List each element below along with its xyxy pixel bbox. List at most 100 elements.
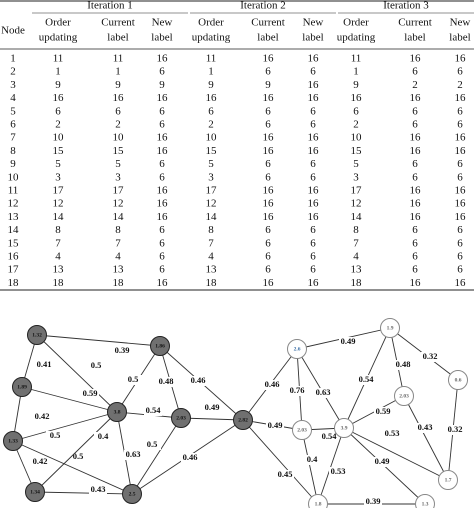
table-cell: 2 <box>353 119 359 131</box>
table-cell: 6 <box>457 251 463 263</box>
table-cell: 16 <box>410 92 422 104</box>
edge-weight: 0.5 <box>73 451 84 461</box>
table-cell: 13 <box>206 264 218 276</box>
table-cell: 1 <box>208 66 214 78</box>
table-cell: 12 <box>351 198 362 210</box>
node <box>25 482 45 502</box>
table-cell: 14 <box>206 211 218 223</box>
table-cell: 6 <box>457 264 463 276</box>
edge-weight-bg <box>288 386 306 396</box>
table-cell: 9 <box>208 79 214 91</box>
table-cell: 6 <box>265 237 271 249</box>
node-label: 2.82 <box>238 417 248 423</box>
table-cell: 16 <box>308 132 320 144</box>
edge-weight-bg <box>276 470 294 480</box>
table-cell: 7 <box>353 237 359 249</box>
edge-weight-bg <box>383 429 401 439</box>
table-cell: 16 <box>157 277 169 289</box>
table-cell: 6 <box>265 66 271 78</box>
edge-weight: 0.32 <box>423 351 438 361</box>
node <box>233 410 253 430</box>
table-cell: 16 <box>157 211 169 223</box>
edge-weight: 0.54 <box>322 431 338 441</box>
table-cell: 6 <box>457 119 463 131</box>
table-cell: 16 <box>263 211 275 223</box>
table-cell: 2 <box>55 119 61 131</box>
edge-weight-bg <box>421 352 439 362</box>
node-id: 12 <box>8 198 19 210</box>
node <box>3 431 23 451</box>
table-cell: 6 <box>55 105 61 117</box>
edge <box>403 395 449 481</box>
edge <box>12 411 118 442</box>
table: Node Iteration 1 Order updating Current labe… <box>0 0 474 291</box>
table-cell: 6 <box>159 251 165 263</box>
node-label: 2.03 <box>176 415 186 421</box>
edge <box>36 334 161 347</box>
node-label: 1.34 <box>30 489 40 495</box>
table-cell: 9 <box>265 79 271 91</box>
table-cell: 4 <box>115 251 121 263</box>
table-cell: 9 <box>353 79 359 91</box>
edge-weight: 0.59 <box>376 406 391 416</box>
column-header: Current <box>398 17 432 29</box>
table-cell: 6 <box>265 158 271 170</box>
table-cell: 16 <box>455 92 467 104</box>
table-cell: 11 <box>53 53 64 65</box>
edge-weight: 0.46 <box>265 379 280 389</box>
table-cell: 6 <box>265 251 271 263</box>
node <box>334 418 354 438</box>
node-label: 1.33 <box>8 438 18 444</box>
table-cell: 16 <box>455 53 467 65</box>
table-cell: 12 <box>53 198 64 210</box>
table-cell: 9 <box>115 79 121 91</box>
edge <box>242 419 319 505</box>
node <box>308 494 328 508</box>
edge-weight: 0.4 <box>307 454 318 464</box>
table-cell: 14 <box>351 211 363 223</box>
edge <box>343 427 449 481</box>
table-cell: 1 <box>115 66 121 78</box>
edge-weight-bg <box>364 497 382 507</box>
table-cell: 6 <box>265 171 271 183</box>
table-cell: 16 <box>308 145 320 157</box>
edge-weight: 0.5 <box>91 360 102 370</box>
table-cell: 2 <box>208 119 214 131</box>
table-cell: 16 <box>308 211 320 223</box>
edge-weight-bg <box>124 375 142 385</box>
node-label: 2.03 <box>297 427 307 433</box>
table-cell: 16 <box>113 92 125 104</box>
table-cell: 13 <box>351 264 363 276</box>
group-header: Iteration 2 <box>240 0 286 12</box>
table-cell: 16 <box>455 132 467 144</box>
edge-weight-bg <box>46 431 64 441</box>
table-cell: 6 <box>412 264 418 276</box>
table-cell: 12 <box>113 198 124 210</box>
table-cell: 6 <box>159 105 165 117</box>
table-cell: 10 <box>206 132 218 144</box>
node-label: 1.8 <box>315 501 322 507</box>
column-header: updating <box>192 32 231 44</box>
edge-weight: 0.49 <box>205 402 220 412</box>
table-cell: 17 <box>206 185 218 197</box>
edge-weight-bg <box>416 423 434 433</box>
node <box>380 318 400 338</box>
node-id: 13 <box>8 211 20 223</box>
table-cell: 6 <box>265 105 271 117</box>
edge <box>301 429 319 505</box>
table-cell: 16 <box>157 92 169 104</box>
group-header: Iteration 3 <box>383 0 429 12</box>
column-header: Order <box>198 17 224 29</box>
node <box>27 325 47 345</box>
table-cell: 1 <box>55 66 61 78</box>
column-header: label <box>449 32 470 44</box>
edge-weight: 0.46 <box>191 375 206 385</box>
edge <box>317 427 345 505</box>
table-cell: 16 <box>263 53 275 65</box>
table-cell: 7 <box>208 237 214 249</box>
edge <box>36 334 118 413</box>
edge-weight-bg <box>266 421 284 431</box>
table-cell: 6 <box>265 224 271 236</box>
table-cell: 6 <box>265 264 271 276</box>
